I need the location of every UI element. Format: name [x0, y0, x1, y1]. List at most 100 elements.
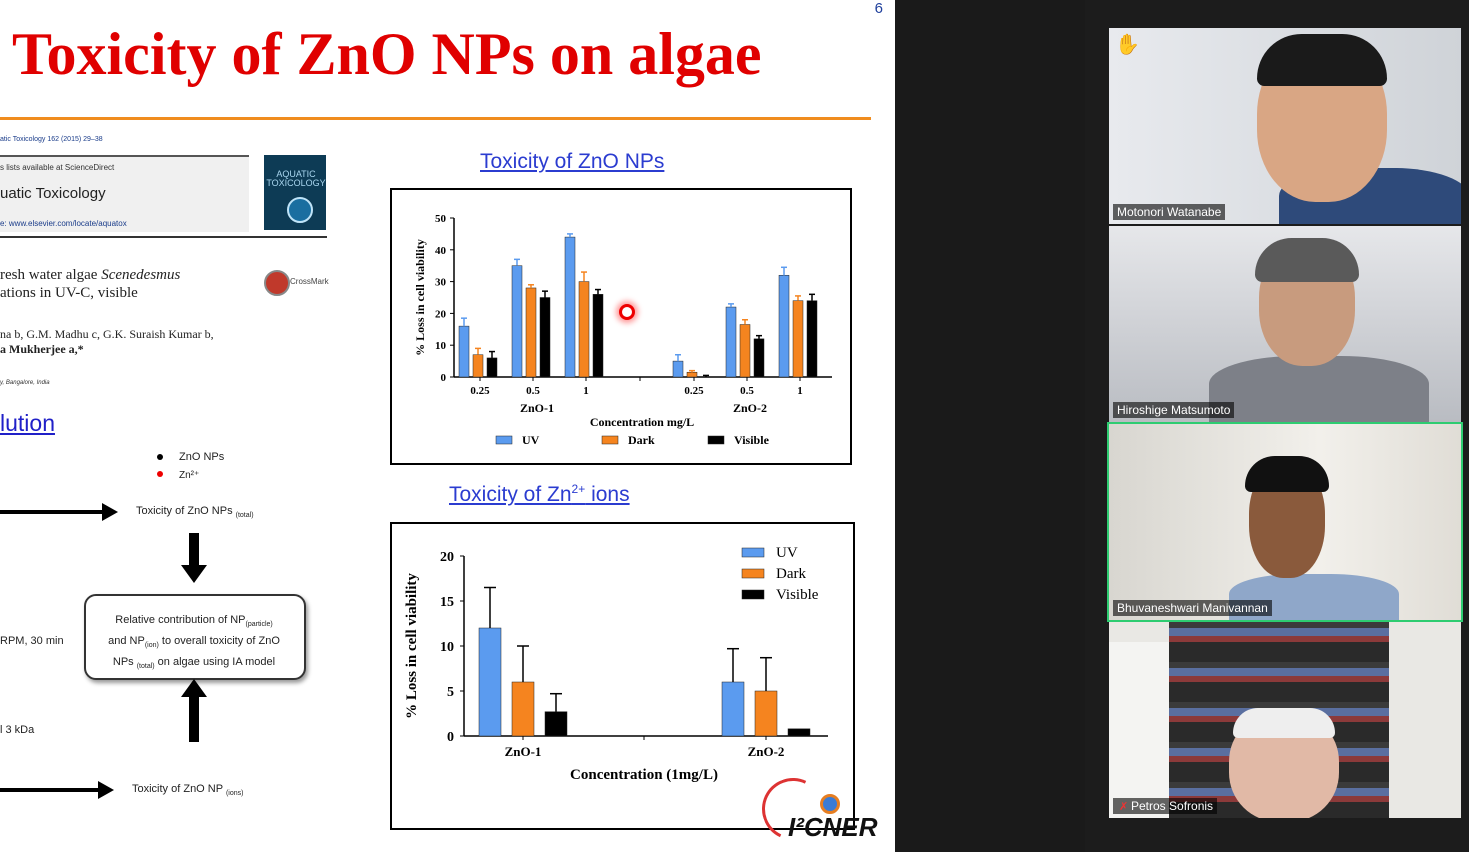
y-tick-label: 0	[441, 372, 447, 384]
y-tick-label: 15	[440, 595, 454, 610]
bar-uv	[478, 627, 502, 737]
bar-visible	[544, 711, 568, 737]
participant-tile[interactable]: Petros Sofronis ✗	[1109, 622, 1461, 818]
flow-total-label: Toxicity of ZnO NPs (total)	[136, 505, 254, 520]
bar-uv	[511, 265, 523, 378]
bar-visible	[753, 338, 765, 378]
paper-authors: na b, G.M. Madhu c, G.K. Suraish Kumar b…	[0, 327, 214, 357]
x-tick-label: ZnO-1	[505, 744, 542, 759]
legend-swatch-visible	[741, 589, 765, 600]
bar-dark	[472, 354, 484, 378]
flow-arrow-total	[0, 503, 118, 521]
laser-pointer	[619, 304, 635, 320]
solution-heading: lution	[0, 410, 55, 436]
journal-cover-text: AQUATIC TOXICOLOGY	[266, 169, 326, 188]
legend-label: Dark	[776, 566, 806, 582]
bar-dark	[792, 300, 804, 378]
flow-arrow-up	[189, 696, 199, 742]
article-title-species: Scenedesmus	[101, 267, 181, 283]
x-tick-label: 0.5	[526, 385, 540, 397]
bar-uv	[458, 325, 470, 378]
bar-dark	[511, 681, 535, 737]
chart2-frame: 0 5 10 15 20 ZnO-1 ZnO-2 Concentration (1mg/L)%…	[390, 522, 855, 830]
y-tick-label: 50	[435, 213, 447, 225]
bar-dark	[525, 287, 537, 378]
ions-legend-label: Zn²⁺	[179, 470, 200, 481]
x-tick-label: ZnO-2	[748, 744, 785, 759]
flow-arrow-up-head	[181, 679, 207, 697]
x-tick-label: 1	[583, 385, 589, 397]
y-tick-label: 10	[435, 340, 447, 352]
participant-hair	[1233, 708, 1335, 738]
bar-uv	[672, 360, 684, 378]
legend-label: UV	[522, 433, 540, 447]
paper-header-band	[0, 155, 249, 232]
y-tick-label: 30	[435, 277, 447, 289]
y-tick-label: 20	[440, 550, 454, 565]
flow-ions-label: Toxicity of ZnO NP (ions)	[132, 783, 244, 798]
chart1-svg: 0 10 20 30 40 50 0.25 0.5 1 0.25 0.5 1 ZnO-1 ZnO-2 Con…	[413, 213, 832, 447]
y-tick-label: 0	[447, 730, 454, 745]
chart2-svg: 0 5 10 15 20 ZnO-1 ZnO-2 Concentration (1mg/L)%…	[404, 545, 828, 783]
authors-line-2: a Mukherjee a,*	[0, 342, 84, 356]
legend-swatch-dark	[601, 435, 619, 445]
flow-rpm-label: RPM, 30 min	[0, 635, 64, 647]
paper-affiliation: y, Bangalore, India	[0, 380, 50, 386]
legend-label: Visible	[776, 587, 819, 603]
chart1-title: Toxicity of ZnO NPs	[480, 150, 665, 173]
legend-swatch-dark	[741, 568, 765, 579]
bar-dark	[739, 324, 751, 378]
journal-cover-emblem	[287, 197, 313, 223]
mic-muted-icon: ✗	[1119, 801, 1129, 813]
bar-uv	[721, 681, 745, 737]
participant-name: Bhuvaneshwari Manivannan	[1113, 600, 1272, 616]
legend-swatch-visible	[707, 435, 725, 445]
paper-divider	[0, 236, 327, 238]
bar-uv	[725, 306, 737, 378]
x-axis-label: Concentration (1mg/L)	[570, 767, 718, 783]
title-divider	[0, 117, 871, 120]
bar-visible	[787, 728, 811, 737]
bar-dark	[754, 690, 778, 737]
nps-legend-dot	[157, 454, 163, 460]
paper-journal-name: uatic Toxicology	[0, 185, 106, 202]
nps-legend-label: ZnO NPs	[179, 451, 225, 463]
y-axis-label: % Loss in cell viability	[404, 573, 420, 719]
x-axis-label: Concentration mg/L	[590, 415, 694, 429]
bar-uv	[564, 236, 576, 378]
i2cner-logo: I²CNER	[788, 812, 878, 842]
slide-title: Toxicity of ZnO NPs on algae	[12, 21, 762, 87]
paper-journal-line: atic Toxicology 162 (2015) 29–38	[0, 136, 103, 143]
participant-name: Hiroshige Matsumoto	[1113, 402, 1235, 418]
participant-tile-active-speaker[interactable]: Bhuvaneshwari Manivannan	[1107, 422, 1463, 622]
crossmark-icon	[264, 270, 290, 296]
participant-hair	[1255, 238, 1359, 282]
paper-journal-url: e: www.elsevier.com/locate/aquatox	[0, 219, 127, 228]
bar-dark	[578, 281, 590, 378]
participant-tile[interactable]: ✋ Motonori Watanabe	[1109, 28, 1461, 224]
bar-visible	[486, 357, 498, 378]
participant-tile[interactable]: Hiroshige Matsumoto	[1109, 226, 1461, 422]
group-label: ZnO-2	[733, 401, 767, 415]
x-tick-label: 0.25	[470, 385, 490, 397]
wall-papers	[1109, 642, 1169, 818]
x-tick-label: 0.5	[740, 385, 754, 397]
flow-arrow-ions	[0, 781, 114, 799]
y-tick-label: 5	[447, 685, 454, 700]
paper-contents-line: s lists available at ScienceDirect	[0, 163, 115, 172]
x-tick-label: 1	[797, 385, 803, 397]
flow-contribution-text: Relative contribution of NP(particle) an…	[108, 614, 280, 671]
chart2-title: Toxicity of Zn2+ ions	[449, 482, 630, 506]
participant-hair	[1245, 456, 1329, 492]
raised-hand-icon: ✋	[1115, 34, 1140, 56]
participant-body	[1209, 356, 1429, 422]
spacer-area	[895, 0, 1085, 852]
authors-line-1: na b, G.M. Madhu c, G.K. Suraish Kumar b…	[0, 327, 214, 341]
slide-number: 6	[874, 0, 883, 17]
y-axis-label: % Loss in cell viability	[413, 239, 427, 356]
participant-name: Motonori Watanabe	[1113, 204, 1226, 220]
shared-slide: 6 Toxicity of ZnO NPs on algae atic Toxi…	[0, 0, 895, 852]
logo-dot	[820, 794, 840, 814]
bar-visible	[539, 297, 551, 378]
participant-hair	[1257, 34, 1387, 86]
